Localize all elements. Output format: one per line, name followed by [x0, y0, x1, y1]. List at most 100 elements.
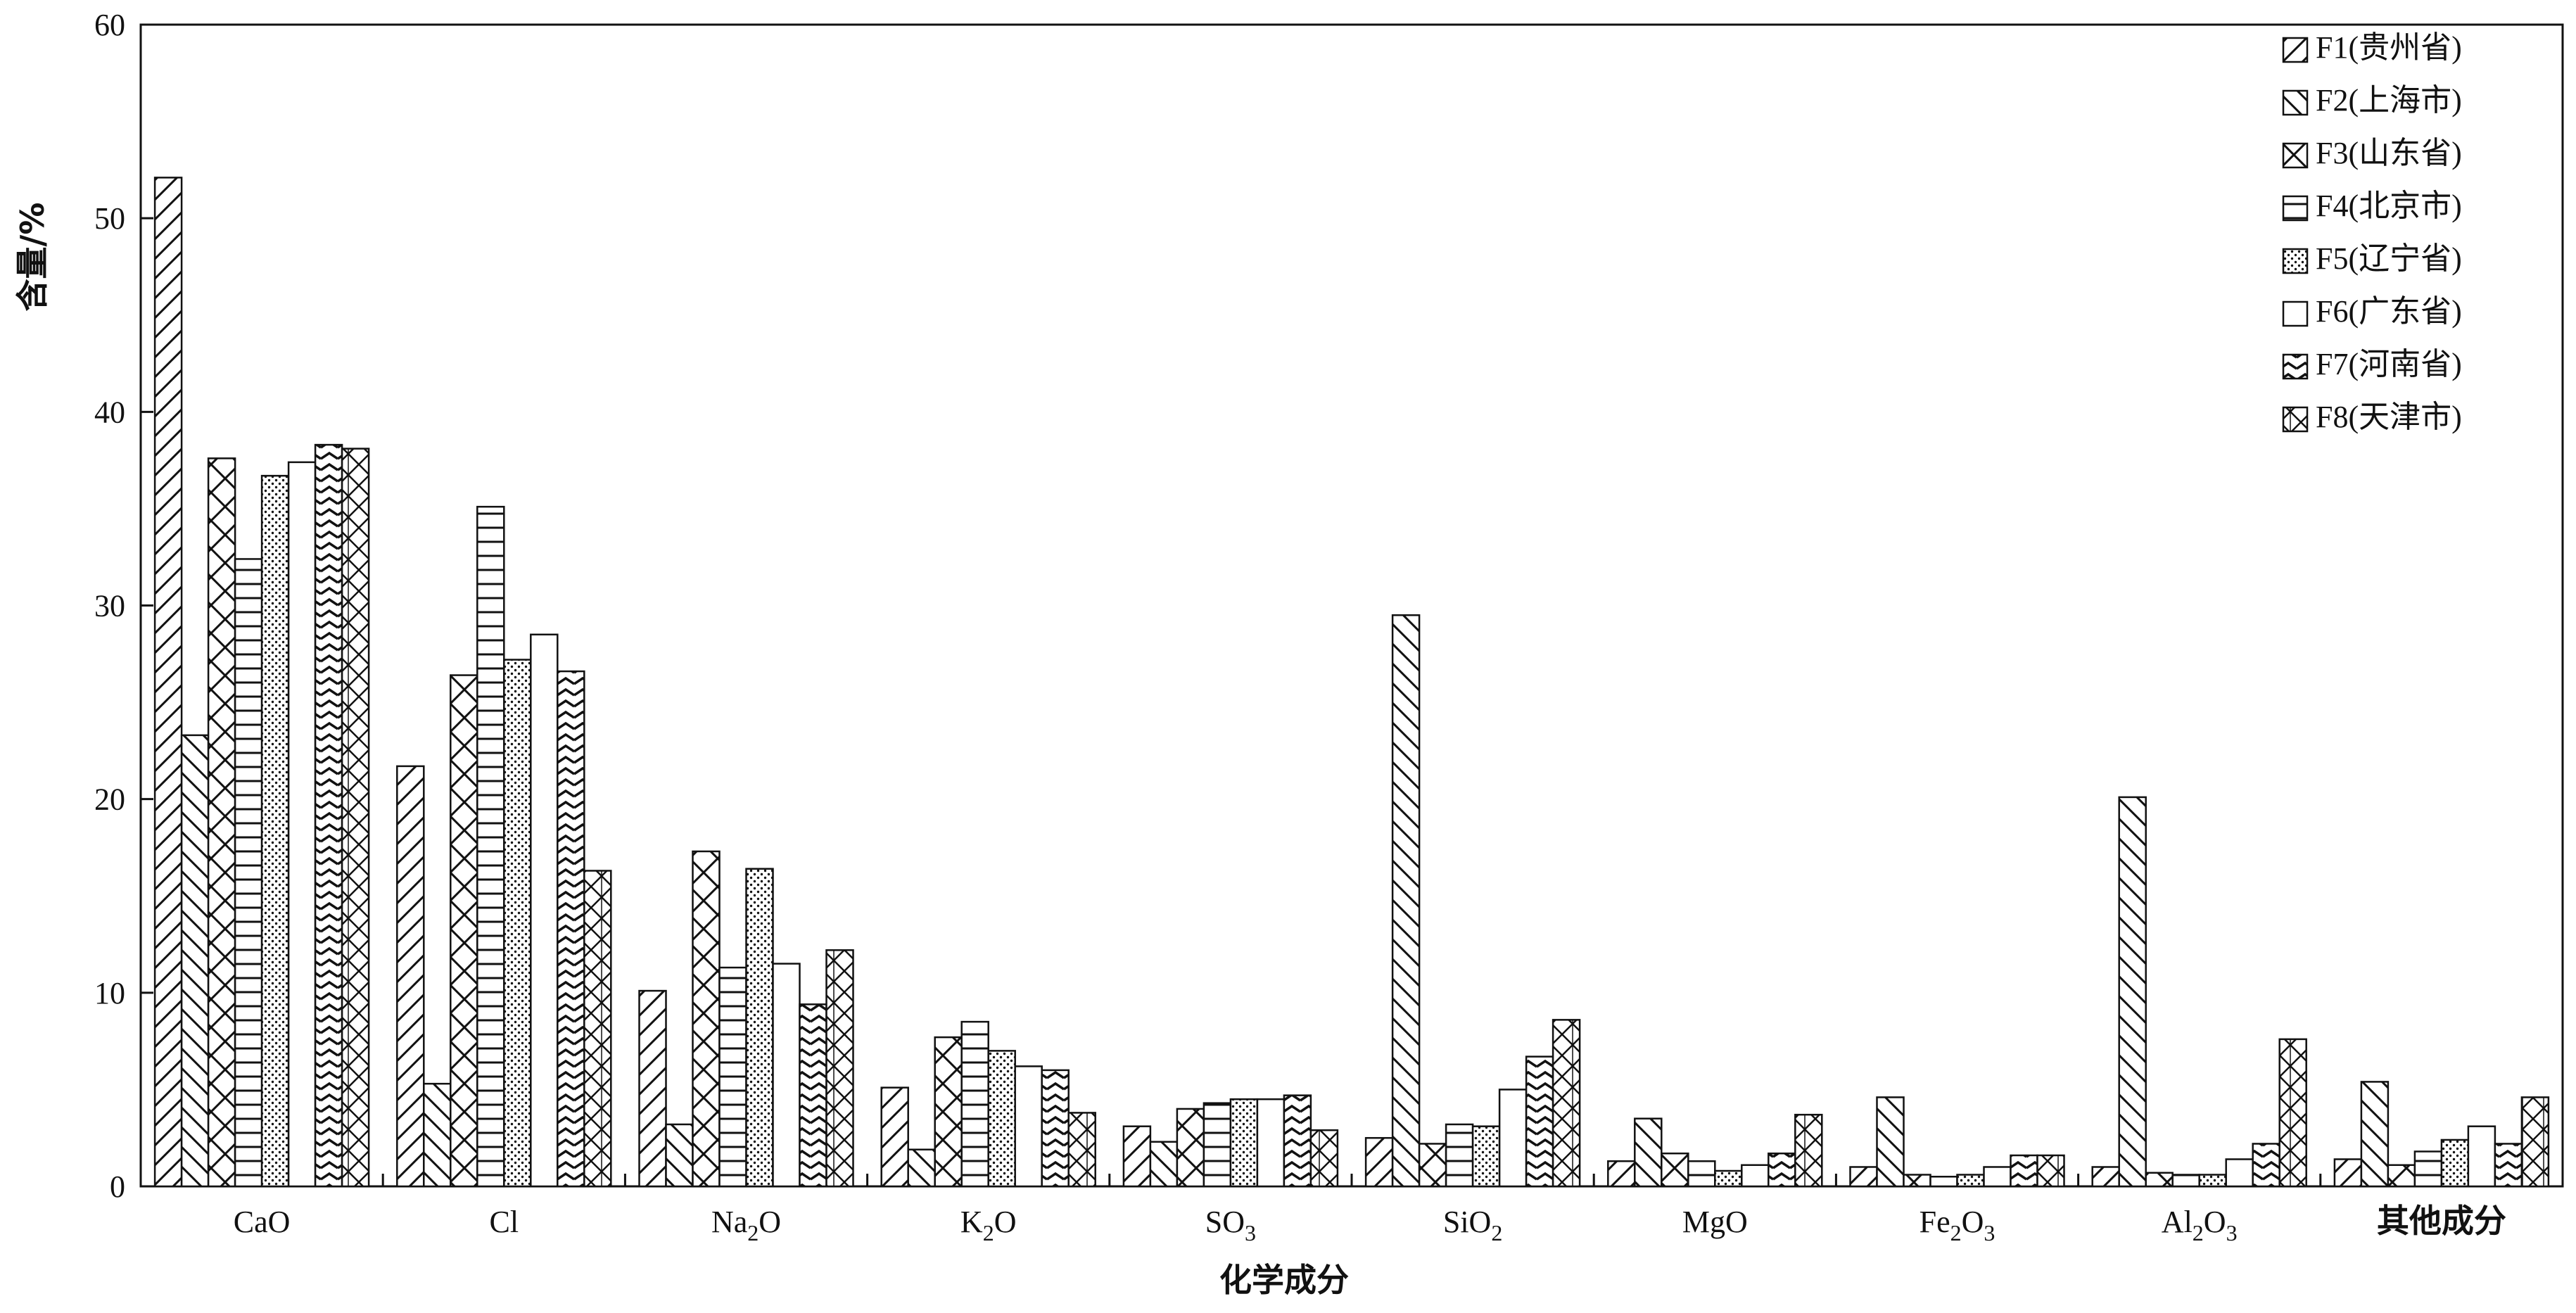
legend-label: F7(河南省) [2316, 347, 2462, 381]
bar-Cl-series-5 [503, 659, 532, 1188]
y-tick-label: 60 [94, 8, 125, 42]
bar-SO3-series-6 [1256, 1098, 1286, 1188]
x-tick-label: CaO [234, 1205, 291, 1239]
bar-其他成分-series-8 [2520, 1096, 2550, 1188]
legend-swatch [2282, 406, 2309, 433]
bar-K2O-series-6 [1014, 1065, 1043, 1188]
legend-swatch [2282, 300, 2309, 327]
x-tick-label: 其他成分 [2377, 1202, 2506, 1240]
x-tick-label: SO3 [1205, 1205, 1256, 1245]
legend-swatch [2282, 195, 2309, 222]
legend-swatch [2282, 248, 2309, 274]
legend-label: F6(广东省) [2316, 294, 2462, 329]
bar-MgO-series-5 [1714, 1169, 1743, 1188]
bar-SiO2-series-4 [1445, 1123, 1474, 1188]
bars-group [153, 177, 2550, 1188]
bar-Al2O3-series-4 [2171, 1174, 2200, 1188]
x-tick-label: Fe2O3 [1920, 1205, 1996, 1245]
legend-label: F3(山东省) [2316, 136, 2462, 170]
legend-label: F5(辽宁省) [2316, 241, 2462, 276]
bar-Al2O3-series-6 [2225, 1158, 2254, 1188]
bar-Na2O-series-8 [825, 949, 854, 1188]
bar-其他成分-series-1 [2333, 1158, 2363, 1188]
bar-SO3-series-1 [1122, 1125, 1152, 1188]
bar-K2O-series-5 [987, 1050, 1016, 1188]
bar-CaO-series-3 [207, 457, 236, 1188]
legend-label: F1(贵州省) [2316, 30, 2462, 65]
bar-MgO-series-8 [1794, 1113, 1823, 1188]
x-tick-label: Al2O3 [2162, 1205, 2238, 1245]
bar-Fe2O3-series-7 [2010, 1154, 2038, 1188]
bar-Al2O3-series-8 [2278, 1038, 2307, 1188]
bar-CaO-series-4 [234, 558, 263, 1188]
x-tick-label: Na2O [711, 1205, 781, 1245]
bar-SO3-series-3 [1176, 1108, 1205, 1188]
legend-swatch [2282, 37, 2309, 63]
legend-swatch [2282, 353, 2309, 380]
bar-SiO2-series-7 [1525, 1055, 1554, 1188]
bar-SiO2-series-8 [1552, 1019, 1581, 1188]
legend-swatch [2282, 142, 2309, 169]
y-tick-label: 0 [110, 1169, 125, 1204]
bar-Cl-series-8 [583, 870, 612, 1188]
bar-SO3-series-5 [1229, 1098, 1259, 1188]
x-tick-label: Cl [490, 1205, 519, 1239]
bar-SiO2-series-6 [1498, 1089, 1528, 1188]
bar-Al2O3-series-5 [2198, 1174, 2227, 1188]
legend-swatch [2282, 89, 2309, 116]
bar-Na2O-series-3 [692, 850, 721, 1188]
bar-Cl-series-6 [530, 633, 559, 1188]
bar-Fe2O3-series-4 [1929, 1175, 1958, 1188]
x-axis-title: 化学成分 [1219, 1261, 1349, 1299]
bar-MgO-series-2 [1634, 1117, 1663, 1188]
bar-其他成分-series-2 [2360, 1081, 2390, 1188]
bar-CaO-series-1 [153, 177, 183, 1188]
bar-CaO-series-5 [260, 474, 290, 1188]
bar-SiO2-series-5 [1471, 1125, 1501, 1188]
y-tick-label: 10 [94, 976, 125, 1010]
y-tick-label: 40 [94, 395, 125, 429]
y-axis-title: 含量/% [13, 203, 51, 312]
bar-Na2O-series-2 [665, 1123, 694, 1188]
bar-Cl-series-2 [423, 1082, 452, 1188]
bar-其他成分-series-4 [2413, 1150, 2443, 1188]
bar-SiO2-series-3 [1418, 1143, 1447, 1188]
x-axis: CaO Cl Na2O K2O SO3 SiO2 MgO Fe2O3 Al2O3 其他成分 [234, 1174, 2506, 1245]
legend-label: F2(上海市) [2316, 83, 2462, 118]
bar-Fe2O3-series-2 [1876, 1096, 1905, 1188]
bar-SiO2-series-1 [1364, 1136, 1394, 1188]
bar-Fe2O3-series-1 [1849, 1166, 1878, 1188]
bar-MgO-series-6 [1741, 1164, 1770, 1188]
legend-label: F8(天津市) [2316, 400, 2462, 434]
bar-CaO-series-7 [314, 443, 343, 1188]
bar-MgO-series-1 [1607, 1160, 1636, 1188]
bar-Fe2O3-series-6 [1983, 1166, 2012, 1188]
bar-K2O-series-7 [1041, 1069, 1070, 1188]
legend-label: F4(北京市) [2316, 189, 2462, 223]
bar-Fe2O3-series-5 [1956, 1174, 1985, 1188]
bar-其他成分-series-5 [2440, 1138, 2470, 1188]
bar-K2O-series-2 [907, 1148, 936, 1188]
bar-Al2O3-series-2 [2118, 796, 2147, 1188]
bar-Cl-series-4 [476, 505, 505, 1188]
bar-Al2O3-series-1 [2091, 1166, 2120, 1188]
bar-Fe2O3-series-8 [2036, 1154, 2065, 1188]
y-tick-label: 30 [94, 589, 125, 623]
bar-K2O-series-4 [960, 1020, 989, 1188]
bar-MgO-series-3 [1661, 1152, 1689, 1188]
y-tick-label: 50 [94, 201, 125, 236]
bar-K2O-series-8 [1067, 1112, 1096, 1188]
bar-Na2O-series-4 [718, 966, 747, 1188]
bar-其他成分-series-6 [2467, 1125, 2496, 1188]
bar-MgO-series-4 [1687, 1160, 1716, 1188]
bar-SO3-series-7 [1283, 1094, 1312, 1188]
bar-K2O-series-1 [880, 1086, 909, 1188]
bar-CaO-series-8 [341, 448, 370, 1188]
bar-CaO-series-6 [287, 461, 317, 1188]
bar-SO3-series-2 [1149, 1141, 1179, 1188]
y-axis: 0 10 20 30 40 50 60 [94, 8, 153, 1204]
bar-SO3-series-4 [1203, 1102, 1232, 1188]
bar-Na2O-series-5 [745, 868, 774, 1188]
bar-Al2O3-series-7 [2252, 1143, 2280, 1188]
